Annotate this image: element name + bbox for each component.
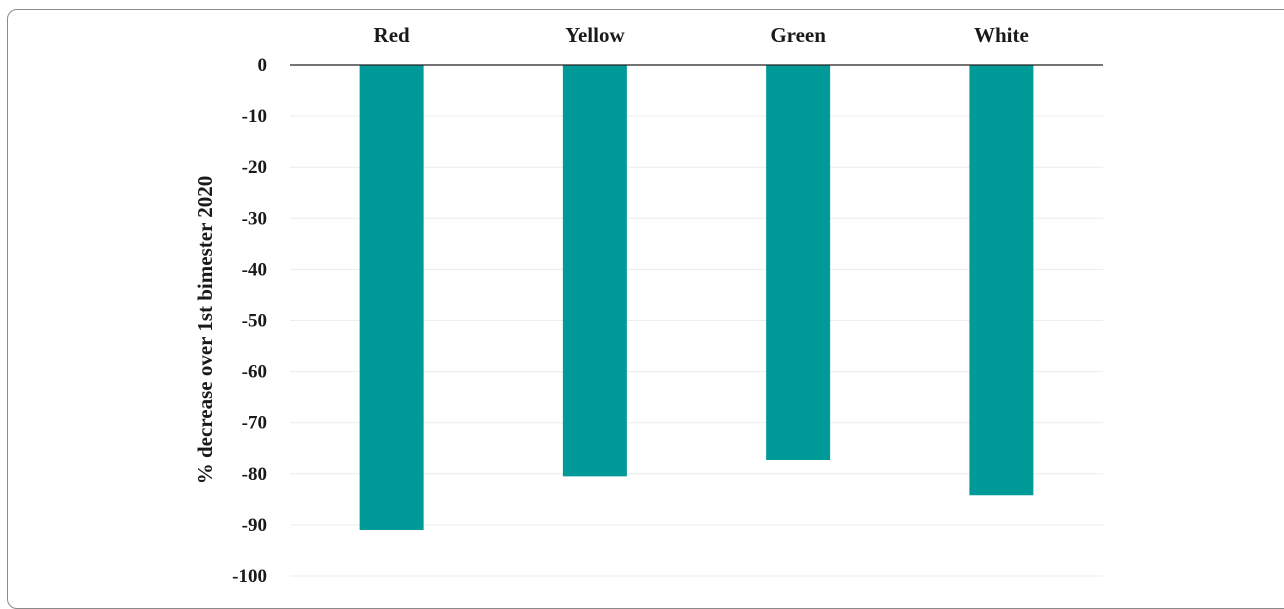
y-tick-label: -100 — [232, 566, 267, 586]
bar-white — [969, 65, 1034, 496]
y-tick-label: -10 — [242, 106, 267, 127]
category-label-green: Green — [770, 23, 826, 47]
chart-frame — [7, 9, 1284, 609]
bar-green — [766, 65, 831, 461]
category-label-yellow: Yellow — [565, 23, 625, 47]
bar-yellow — [562, 65, 627, 477]
bar-chart: 0 -10 -20 -30 -40 -50 -60 -70 -80 -90 -100 Red Yell… — [193, 23, 1103, 586]
category-label-white: White — [974, 23, 1029, 47]
bar-red — [359, 65, 424, 531]
y-tick-label: -80 — [242, 464, 267, 485]
y-tick-label: -90 — [242, 515, 267, 536]
category-labels: Red Yellow Green White — [374, 23, 1029, 47]
y-tick-label: -40 — [242, 259, 267, 280]
y-tick-label: -50 — [242, 311, 267, 332]
y-tick-label: -60 — [242, 362, 267, 383]
y-tick-labels: 0 -10 -20 -30 -40 -50 -60 -70 -80 -90 -100 — [232, 55, 267, 586]
y-tick-label: -30 — [242, 208, 267, 229]
y-tick-label: -20 — [242, 157, 267, 178]
y-tick-label: 0 — [258, 55, 268, 76]
bars — [359, 65, 1034, 531]
gridlines — [290, 115, 1103, 577]
y-axis-title: % decrease over 1st bimester 2020 — [193, 176, 217, 485]
y-tick-label: -70 — [242, 413, 267, 434]
category-label-red: Red — [374, 23, 410, 47]
